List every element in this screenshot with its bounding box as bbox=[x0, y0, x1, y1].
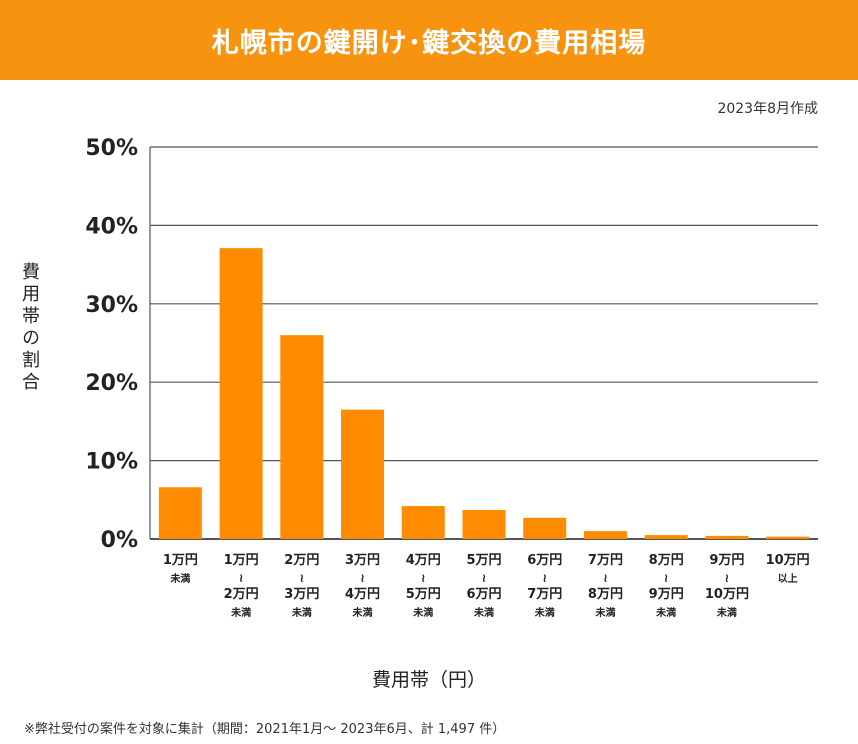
x-tick-label: 6万円 bbox=[527, 553, 562, 568]
x-tick-label: 未満 bbox=[473, 606, 494, 619]
x-tick-label: 10万円 bbox=[705, 587, 749, 602]
bar bbox=[158, 487, 202, 539]
y-axis-label: 費用帯の割合 bbox=[19, 262, 40, 394]
x-tick-label: ≀ bbox=[360, 571, 365, 585]
bar bbox=[341, 409, 385, 539]
x-tick-label: 8万円 bbox=[649, 553, 684, 568]
bar bbox=[523, 517, 567, 539]
x-tick-label: 7万円 bbox=[527, 587, 562, 602]
x-tick-label: 未満 bbox=[594, 606, 615, 619]
bar bbox=[766, 536, 810, 539]
chart-title-banner: 札幌市の鍵開け･鍵交換の費用相場 bbox=[0, 0, 858, 80]
x-tick-label: 9万円 bbox=[709, 553, 744, 568]
x-tick-label: ≀ bbox=[725, 571, 730, 585]
created-date: 2023年8月作成 bbox=[717, 101, 818, 117]
x-tick-label: 未満 bbox=[716, 606, 737, 619]
x-tick-label: 4万円 bbox=[345, 587, 380, 602]
y-tick-label: 10% bbox=[85, 450, 138, 475]
x-axis-label: 費用帯（円） bbox=[371, 669, 486, 691]
x-tick-label: 以上 bbox=[778, 572, 798, 585]
x-tick-label: 3万円 bbox=[345, 553, 380, 568]
x-tick-label: 7万円 bbox=[588, 553, 623, 568]
y-tick-label: 30% bbox=[85, 293, 138, 318]
x-tick-label: ≀ bbox=[482, 571, 487, 585]
bar bbox=[583, 531, 627, 539]
x-tick-label: ≀ bbox=[603, 571, 608, 585]
x-tick-label: 5万円 bbox=[406, 587, 441, 602]
bar-chart: 0%10%20%30%40%50%1万円未満1万円≀2万円未満2万円≀3万円未満… bbox=[85, 136, 818, 619]
x-tick-label: 2万円 bbox=[224, 587, 259, 602]
x-tick-label: 未満 bbox=[534, 606, 555, 619]
x-tick-label: 未満 bbox=[169, 572, 190, 585]
x-tick-label: 未満 bbox=[291, 606, 312, 619]
bar bbox=[219, 248, 263, 540]
x-tick-label: 8万円 bbox=[588, 587, 623, 602]
x-tick-label: ≀ bbox=[239, 571, 244, 585]
x-tick-label: 6万円 bbox=[466, 587, 501, 602]
x-tick-label: 4万円 bbox=[406, 553, 441, 568]
bar bbox=[280, 335, 324, 539]
x-tick-label: 10万円 bbox=[766, 553, 810, 568]
x-tick-label: ≀ bbox=[542, 571, 547, 585]
footnote: ※弊社受付の案件を対象に集計（期間：2021年1月～ 2023年6月、計 1,4… bbox=[24, 722, 506, 737]
bar bbox=[644, 535, 688, 539]
x-tick-label: ≀ bbox=[300, 571, 305, 585]
bar bbox=[705, 535, 749, 539]
y-tick-label: 20% bbox=[85, 371, 138, 396]
y-tick-label: 0% bbox=[101, 528, 138, 553]
x-tick-label: 未満 bbox=[352, 606, 373, 619]
y-tick-label: 50% bbox=[85, 136, 138, 161]
x-tick-label: 2万円 bbox=[284, 553, 319, 568]
x-tick-label: ≀ bbox=[421, 571, 426, 585]
bar bbox=[462, 509, 506, 539]
x-tick-label: 9万円 bbox=[649, 587, 684, 602]
x-tick-label: 1万円 bbox=[224, 553, 259, 568]
x-tick-label: 3万円 bbox=[284, 587, 319, 602]
x-tick-label: ≀ bbox=[664, 571, 669, 585]
x-tick-label: 1万円 bbox=[163, 553, 198, 568]
bar bbox=[401, 506, 445, 539]
x-tick-label: 未満 bbox=[655, 606, 676, 619]
x-tick-label: 未満 bbox=[230, 606, 251, 619]
x-tick-label: 5万円 bbox=[466, 553, 501, 568]
y-tick-label: 40% bbox=[85, 214, 138, 239]
x-tick-label: 未満 bbox=[412, 606, 433, 619]
